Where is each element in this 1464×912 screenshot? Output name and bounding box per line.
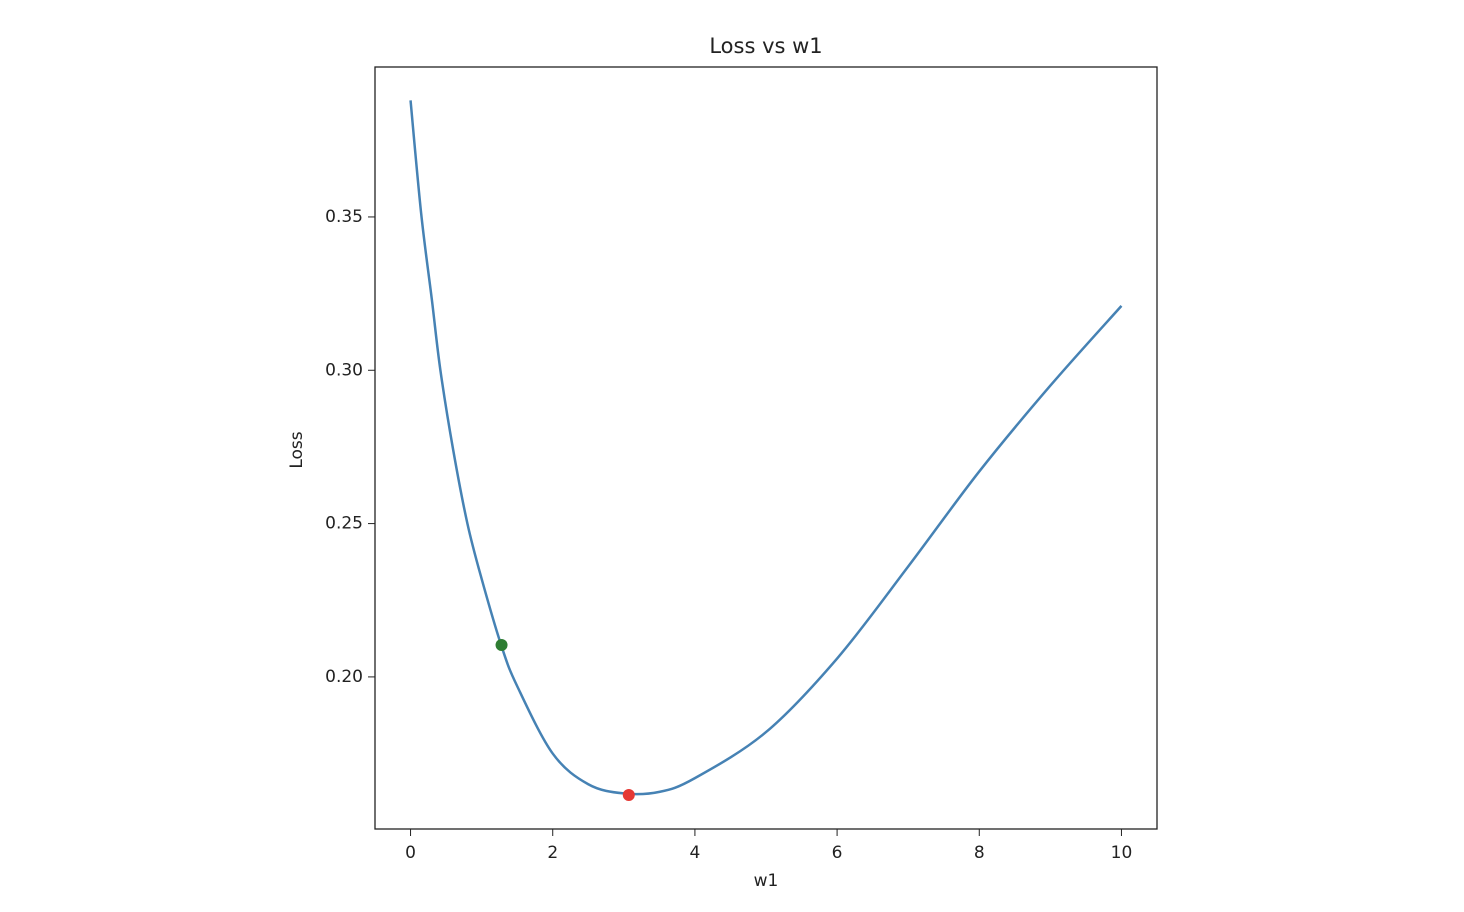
y-tick-label: 0.30 (325, 360, 363, 380)
x-tick-label: 8 (974, 843, 985, 863)
y-tick-label: 0.20 (325, 667, 363, 687)
y-tick-label: 0.35 (325, 207, 363, 227)
x-tick-label: 0 (405, 843, 416, 863)
x-tick-label: 2 (547, 843, 558, 863)
y-axis-label: Loss (287, 431, 307, 468)
point (495, 639, 508, 652)
chart-title: Loss vs w1 (709, 34, 822, 58)
x-axis-label: w1 (754, 871, 779, 891)
x-tick-label: 6 (832, 843, 843, 863)
x-tick-label: 10 (1111, 843, 1133, 863)
loss-curve (409, 100, 1123, 796)
x-tick-label: 4 (689, 843, 700, 863)
plot-frame (374, 66, 1158, 830)
point (622, 788, 635, 801)
y-tick-label: 0.25 (325, 514, 363, 534)
